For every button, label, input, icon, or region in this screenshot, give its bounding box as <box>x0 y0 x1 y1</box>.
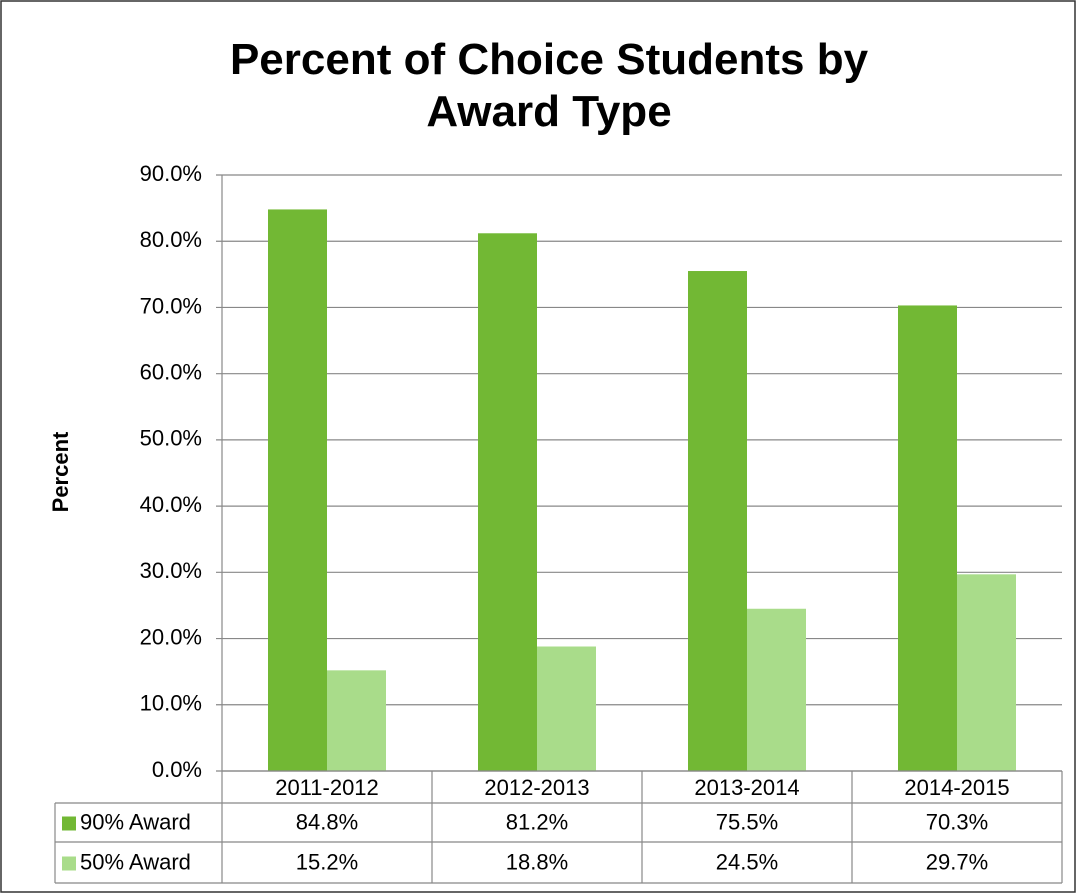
y-tick-label: 20.0% <box>140 624 202 649</box>
bar <box>327 670 386 771</box>
legend-label: 50% Award <box>80 849 191 874</box>
y-tick-label: 90.0% <box>140 161 202 186</box>
y-tick-label: 30.0% <box>140 558 202 583</box>
bar <box>478 233 537 771</box>
bar <box>268 209 327 772</box>
table-value: 29.7% <box>926 849 988 874</box>
y-tick-label: 0.0% <box>152 757 202 782</box>
y-tick-label: 50.0% <box>140 426 202 451</box>
table-value: 18.8% <box>506 849 568 874</box>
bar <box>537 646 596 771</box>
legend-swatch <box>62 856 76 871</box>
y-tick-label: 70.0% <box>140 293 202 318</box>
x-tick-label: 2012-2013 <box>484 775 589 800</box>
bar <box>747 608 806 771</box>
y-tick-label: 60.0% <box>140 359 202 384</box>
legend-swatch <box>62 816 76 831</box>
table-value: 15.2% <box>296 849 358 874</box>
y-tick-label: 10.0% <box>140 691 202 716</box>
bar <box>898 305 957 771</box>
y-tick-label: 80.0% <box>140 227 202 252</box>
y-axis-label: Percent <box>48 431 73 512</box>
table-value: 75.5% <box>716 809 778 834</box>
x-tick-label: 2013-2014 <box>694 775 799 800</box>
bar <box>957 574 1016 771</box>
table-value: 81.2% <box>506 809 568 834</box>
bar <box>688 271 747 771</box>
legend-label: 90% Award <box>80 809 191 834</box>
table-value: 24.5% <box>716 849 778 874</box>
x-tick-label: 2014-2015 <box>904 775 1009 800</box>
chart-title: Percent of Choice Students by Award Type <box>229 35 869 136</box>
table-value: 70.3% <box>926 809 988 834</box>
table-value: 84.8% <box>296 809 358 834</box>
x-tick-label: 2011-2012 <box>275 775 379 800</box>
y-tick-label: 40.0% <box>140 492 202 517</box>
